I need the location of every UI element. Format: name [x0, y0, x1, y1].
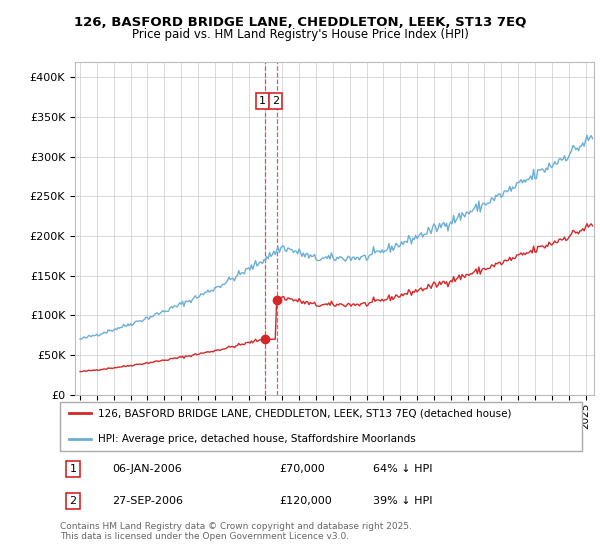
Text: 1: 1: [70, 464, 77, 474]
Text: 64% ↓ HPI: 64% ↓ HPI: [373, 464, 433, 474]
Text: HPI: Average price, detached house, Staffordshire Moorlands: HPI: Average price, detached house, Staf…: [98, 434, 415, 444]
Text: 39% ↓ HPI: 39% ↓ HPI: [373, 496, 433, 506]
Text: Contains HM Land Registry data © Crown copyright and database right 2025.
This d: Contains HM Land Registry data © Crown c…: [60, 522, 412, 542]
Text: 27-SEP-2006: 27-SEP-2006: [112, 496, 183, 506]
Text: 1: 1: [259, 96, 266, 106]
Text: 2: 2: [70, 496, 77, 506]
Text: 126, BASFORD BRIDGE LANE, CHEDDLETON, LEEK, ST13 7EQ (detached house): 126, BASFORD BRIDGE LANE, CHEDDLETON, LE…: [98, 408, 511, 418]
Text: £70,000: £70,000: [279, 464, 325, 474]
Text: Price paid vs. HM Land Registry's House Price Index (HPI): Price paid vs. HM Land Registry's House …: [131, 28, 469, 41]
Text: 126, BASFORD BRIDGE LANE, CHEDDLETON, LEEK, ST13 7EQ: 126, BASFORD BRIDGE LANE, CHEDDLETON, LE…: [74, 16, 526, 29]
FancyBboxPatch shape: [60, 402, 582, 451]
Text: £120,000: £120,000: [279, 496, 332, 506]
Text: 06-JAN-2006: 06-JAN-2006: [112, 464, 182, 474]
Text: 2: 2: [272, 96, 280, 106]
